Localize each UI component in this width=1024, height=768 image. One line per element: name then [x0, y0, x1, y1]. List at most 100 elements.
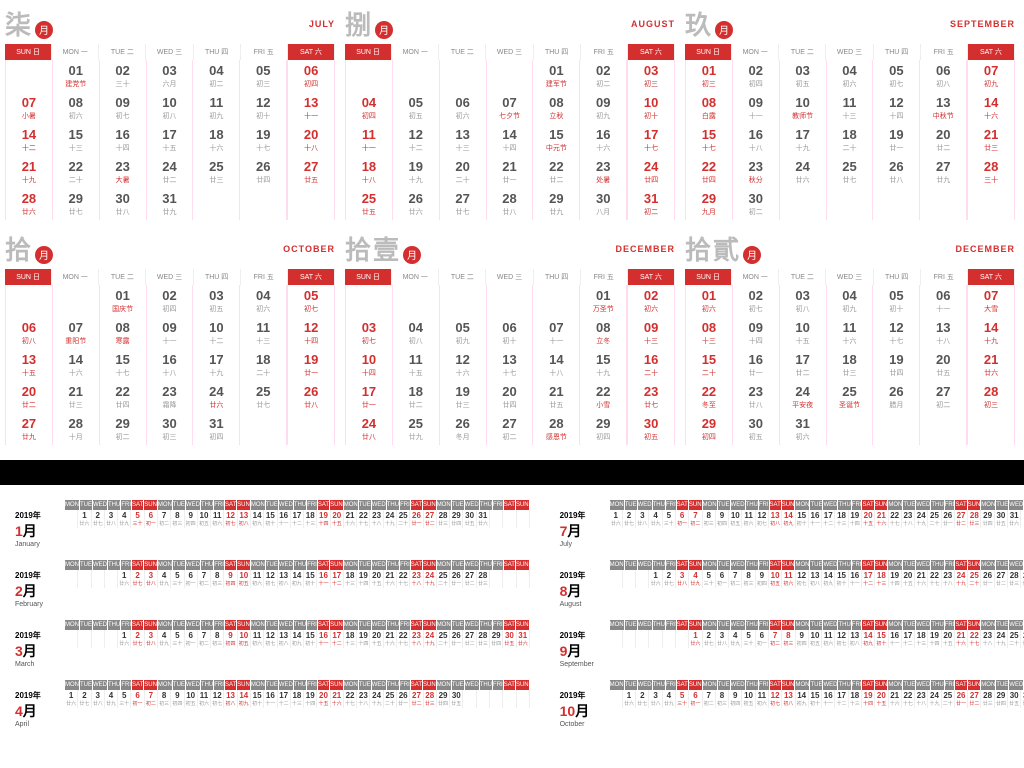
month-name-en: OCTOBER [283, 244, 335, 254]
strip-dow: FRI [307, 500, 318, 510]
strip-day: 24十九 [424, 630, 437, 648]
month-badge: 月 [403, 246, 421, 264]
day-cell: 09十一 [733, 92, 780, 124]
day-cell: 03六月 [147, 60, 194, 92]
strip-day: 19十四 [357, 570, 370, 588]
strip-day: 4廿九 [689, 570, 702, 588]
strip-dow: MON [610, 500, 625, 510]
day-cell: 08立冬 [580, 317, 627, 349]
strip-dow: THU [108, 560, 121, 570]
day-cell: 25廿九 [393, 413, 440, 445]
day-cell: 05初三 [240, 60, 287, 92]
strip-dow: TUE [359, 680, 372, 690]
day-cell: 19廿一 [873, 124, 920, 156]
day-cell: 02初四 [147, 285, 194, 317]
strip-day: 3廿八 [676, 570, 689, 588]
day-cell: 09十一 [147, 317, 194, 349]
strip-day: 2廿七 [663, 570, 676, 588]
strip-day: 22十七 [397, 630, 410, 648]
day-cell: 21廿一 [487, 156, 534, 188]
day-cell [5, 285, 53, 317]
strip-day: 21十六 [875, 510, 888, 528]
day-cell: 04初六 [827, 60, 874, 92]
dow-header: FRI 五 [581, 269, 628, 285]
day-cell: 07十一 [533, 317, 580, 349]
day-cell: 01建军节 [533, 60, 580, 92]
strip-day: 27廿二 [463, 570, 476, 588]
strip-dow: WED [186, 680, 201, 690]
year-label: 2019年 [560, 570, 610, 581]
day-cell: 09十四 [733, 317, 780, 349]
year-label: 2019年 [560, 510, 610, 521]
strip-row: 2019年4月AprilMONTUEWEDTHUFRISATSUNMONTUEW… [15, 680, 1009, 728]
day-cell: 04初二 [193, 60, 240, 92]
strip-dow: THU [931, 500, 944, 510]
strip-day: 4廿九 [158, 630, 171, 648]
strip-day: 1廿六 [610, 510, 623, 528]
strip-day: 22十七 [357, 510, 370, 528]
day-cell: 10教师节 [780, 92, 827, 124]
strip-dow: TUE [718, 680, 731, 690]
day-cell [240, 413, 287, 445]
strip-month-en: August [560, 601, 610, 608]
dow-header: THU 四 [874, 269, 921, 285]
strip-day: 15初十 [835, 570, 848, 588]
day-cell: 30八月 [580, 188, 627, 220]
strip-dow: MON [703, 560, 718, 570]
strip-dow: FRI [214, 680, 225, 690]
month-strip: 2019年7月JulyMONTUEWEDTHUFRISATSUNMONTUEWE… [560, 500, 1024, 548]
strip-day: 10初五 [809, 630, 822, 648]
year-label: 2019年 [15, 570, 65, 581]
day-cell: 28三十 [967, 156, 1015, 188]
strip-dow: SAT [955, 500, 967, 510]
strip-dow: TUE [452, 620, 465, 630]
strip-dow: TUE [173, 560, 186, 570]
strip-dow: FRI [759, 620, 770, 630]
strip-dow: THU [387, 620, 400, 630]
strip-day: 21十六 [331, 690, 344, 708]
dow-header: TUE 二 [99, 44, 146, 60]
strip-day: 25二十 [397, 510, 410, 528]
strip-dow: FRI [945, 680, 956, 690]
strip-dow: MON [703, 680, 718, 690]
strip-day: 9初四 [224, 630, 237, 648]
day-cell: 10初十 [627, 92, 675, 124]
strip-month-label: 7月 [560, 521, 610, 541]
strip-dow: MON [610, 620, 625, 630]
strip-dow: WED [93, 620, 108, 630]
strip-dow: MON [65, 620, 80, 630]
strip-day: 15初十 [304, 570, 317, 588]
strip-day: 13初八 [224, 690, 237, 708]
day-cell: 13十八 [920, 317, 967, 349]
day-cell: 11十五 [393, 349, 440, 381]
strip-day [503, 510, 516, 528]
strip-day: 14初九 [291, 630, 304, 648]
day-cell: 29初四 [580, 413, 627, 445]
bottom-strip-section: 2019年1月JanuaryMONTUEWEDTHUFRISATSUNMONTU… [0, 495, 1024, 745]
strip-day: 26廿一 [397, 690, 410, 708]
day-cell: 14十六 [967, 92, 1015, 124]
strip-dow: FRI [666, 620, 677, 630]
strip-dow: WED [279, 560, 294, 570]
strip-day: 17十二 [331, 570, 344, 588]
dow-header: SAT 六 [628, 269, 675, 285]
day-cell: 14十九 [967, 317, 1015, 349]
strip-day: 24十九 [424, 570, 437, 588]
day-cell: 28十月 [53, 413, 100, 445]
strip-day: 6初一 [689, 690, 702, 708]
strip-day: 9初四 [796, 630, 809, 648]
strip-dow: MON [65, 500, 80, 510]
strip-day: 27廿二 [410, 690, 423, 708]
strip-day: 3廿八 [649, 690, 662, 708]
strip-dow: SUN [237, 680, 251, 690]
strip-dow: SAT [132, 560, 144, 570]
strip-dow: WED [731, 680, 746, 690]
strip-day: 19十四 [317, 510, 330, 528]
day-cell: 11十三 [827, 92, 874, 124]
month-name-en: DECEMBER [955, 244, 1015, 254]
strip-day: 9初四 [224, 570, 237, 588]
month-name-cn: 玖 [685, 5, 713, 42]
strip-day: 6初一 [676, 510, 689, 528]
strip-day: 5三十 [676, 690, 689, 708]
strip-day: 13初八 [238, 510, 251, 528]
